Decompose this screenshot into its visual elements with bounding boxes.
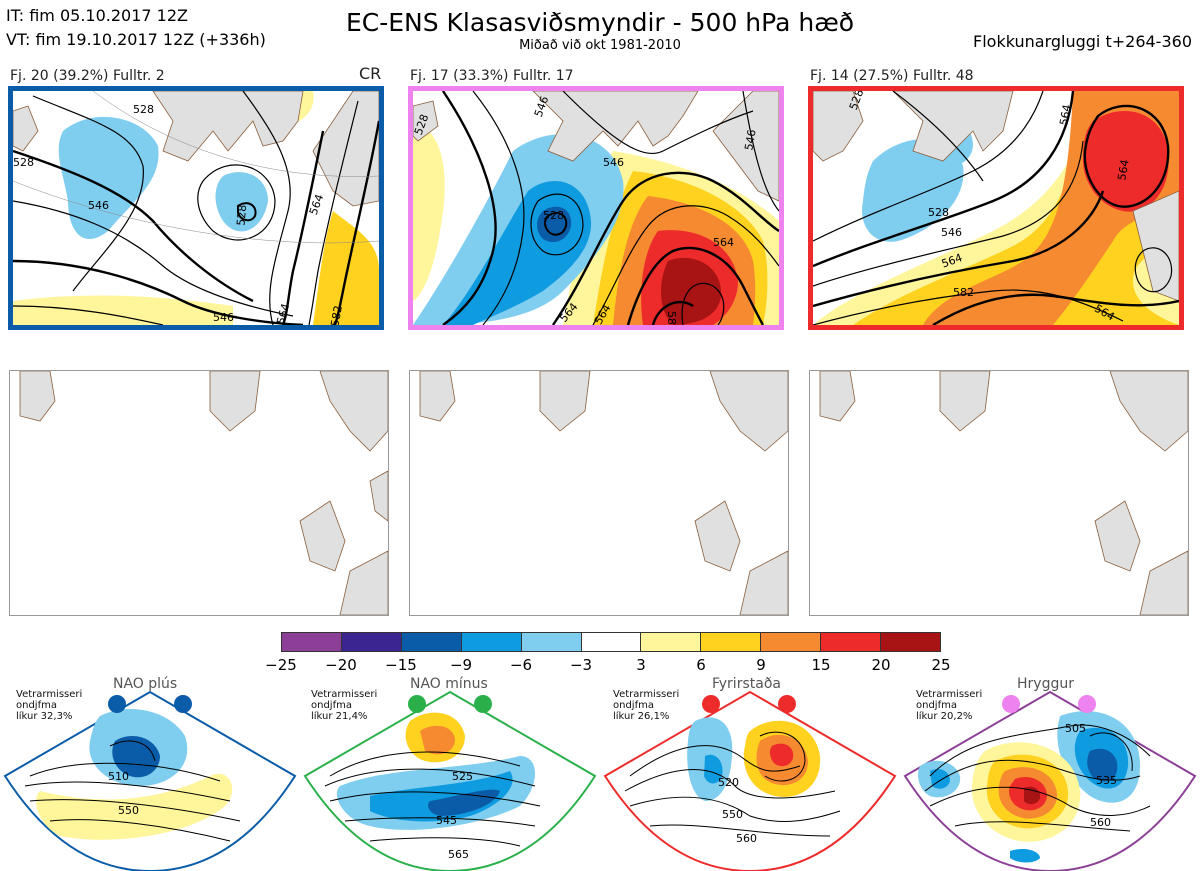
contour-label: 535 [1096, 774, 1117, 787]
note-line: líkur 21,4% [311, 711, 368, 722]
colorbar-swatch [521, 633, 582, 651]
cluster-map-3-svg: 528 528 546 564 564 564 582 564 [813, 91, 1179, 325]
contour-label: 550 [722, 808, 743, 821]
colorbar-tick-label: −6 [509, 656, 533, 674]
contour-label: 528 [543, 209, 564, 222]
regime-name: Hryggur [1017, 676, 1074, 692]
blank-map-3 [809, 370, 1189, 616]
page-subtitle: Miðað við okt 1981-2010 [519, 38, 681, 53]
contour-label: 560 [1090, 816, 1111, 829]
regime-note: Vetrarmisseri ondjfma líkur 20,2% [916, 689, 982, 722]
regime-panel-ridge: 505 535 560 Hryggur Vetrarmisseri ondjfm… [900, 676, 1200, 871]
contour-label: 560 [736, 832, 757, 845]
cluster-1-tag: CR [359, 64, 382, 83]
contour-label: 510 [108, 770, 129, 783]
contour-label: 505 [1065, 722, 1086, 735]
contour-label: 582 [665, 311, 678, 325]
contour-label: 528 [133, 103, 154, 116]
regime-panel-nao-plus: 510 550 NAO plús Vetrarmisseri ondjfma l… [0, 676, 300, 871]
anomaly-positive [13, 295, 233, 325]
colorbar-tick-label: −20 [325, 656, 357, 674]
note-line: Vetrarmisseri [16, 689, 83, 700]
note-line: ondjfma [311, 700, 352, 711]
note-line: ondjfma [16, 700, 57, 711]
contour-label: 582 [328, 305, 344, 325]
contour-label: 564 [713, 236, 734, 249]
contour-label: 546 [742, 129, 758, 152]
contour-label: 528 [928, 206, 949, 219]
colorbar-swatch [701, 633, 762, 651]
cluster-map-2: 528 528 546 546 564 546 564 564 582 [408, 86, 784, 330]
anomaly-positive [313, 211, 379, 325]
colorbar-swatch [881, 633, 940, 651]
colorbar-swatch [641, 633, 702, 651]
regime-note: Vetrarmisseri ondjfma líkur 32,3% [16, 689, 82, 722]
contour-label: 546 [88, 199, 109, 212]
contour-label: 564 [1115, 159, 1131, 182]
cluster-map-3: 528 528 546 564 564 564 582 564 [808, 86, 1184, 330]
colorbar-tick-label: −9 [449, 656, 473, 674]
colorbar-swatch [581, 633, 642, 651]
land-greenland [152, 91, 304, 162]
regime-note: Vetrarmisseri ondjfma líkur 21,4% [311, 689, 377, 722]
contour-label: 546 [941, 226, 962, 239]
note-line: líkur 20,2% [916, 711, 973, 722]
cluster-1-label: Fj. 20 (39.2%) Fulltr. 2 [10, 68, 165, 84]
blank-map-1 [9, 370, 389, 616]
contour-label: 525 [452, 770, 473, 783]
colorbar-swatch [282, 633, 342, 651]
contour-label: 528 [13, 156, 34, 169]
contour-label: 528 [234, 204, 249, 226]
regime-note: Vetrarmisseri ondjfma líkur 26,1% [613, 689, 679, 722]
colorbar-tick-label: −15 [385, 656, 417, 674]
regime-name: NAO mínus [410, 676, 488, 692]
colorbar-tick-label: 9 [756, 656, 766, 674]
regime-name: Fyrirstaða [712, 676, 781, 692]
contour-label: 564 [274, 302, 292, 325]
colorbar-tick-label: 15 [811, 656, 831, 674]
note-line: ondjfma [916, 700, 957, 711]
blank-map-2 [409, 370, 789, 616]
contour-label: 546 [603, 156, 624, 169]
colorbar-tick-label: 6 [696, 656, 706, 674]
note-line: ondjfma [613, 700, 654, 711]
contour-label: 546 [213, 311, 234, 324]
note-line: líkur 32,3% [16, 711, 73, 722]
colorbar [281, 632, 941, 652]
note-line: líkur 26,1% [613, 711, 670, 722]
contour-label: 564 [1057, 104, 1073, 127]
colorbar-tick-label: 25 [931, 656, 951, 674]
contour-label: 550 [118, 804, 139, 817]
colorbar-tick-label: 3 [636, 656, 646, 674]
initial-time: IT: fim 05.10.2017 12Z [6, 6, 188, 25]
colorbar-swatch [821, 633, 882, 651]
colorbar-tick-label: 20 [871, 656, 891, 674]
page-title: EC-ENS Klasasviðsmyndir - 500 hPa hæð [345, 8, 855, 37]
regime-name: NAO plús [113, 676, 178, 692]
colorbar-swatch [461, 633, 522, 651]
note-line: Vetrarmisseri [613, 689, 680, 700]
cluster-2-label: Fj. 17 (33.3%) Fulltr. 17 [410, 68, 574, 84]
cluster-map-1: 528 528 528 546 546 564 564 582 [8, 86, 384, 330]
colorbar-swatch [401, 633, 462, 651]
valid-time: VT: fim 19.10.2017 12Z (+336h) [6, 30, 266, 49]
colorbar-tick-label: −3 [569, 656, 593, 674]
colorbar-swatch [761, 633, 822, 651]
contour-label: 582 [953, 286, 974, 299]
cluster-map-2-svg: 528 528 546 546 564 546 564 564 582 [413, 91, 779, 325]
land [13, 105, 39, 152]
contour-label: 520 [718, 776, 739, 789]
note-line: Vetrarmisseri [311, 689, 378, 700]
cluster-map-1-svg: 528 528 528 546 546 564 564 582 [13, 91, 379, 325]
regime-panel-nao-minus: 525 545 565 NAO mínus Vetrarmisseri ondj… [300, 676, 600, 871]
note-line: Vetrarmisseri [916, 689, 983, 700]
window-label: Flokkunargluggi t+264-360 [973, 32, 1192, 51]
colorbar-swatch [341, 633, 402, 651]
contour-label: 545 [436, 814, 457, 827]
regime-panel-blocking: 520 550 560 Fyrirstaða Vetrarmisseri ond… [600, 676, 900, 871]
cluster-3-label: Fj. 14 (27.5%) Fulltr. 48 [810, 68, 974, 84]
contour-label: 565 [448, 848, 469, 861]
colorbar-tick-label: −25 [265, 656, 297, 674]
